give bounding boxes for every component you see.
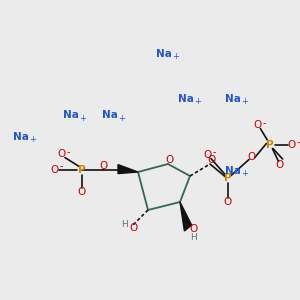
Text: O: O bbox=[276, 160, 284, 170]
Text: O: O bbox=[288, 140, 296, 150]
Text: H: H bbox=[190, 232, 197, 242]
Text: P: P bbox=[224, 173, 232, 183]
Text: Na: Na bbox=[13, 131, 29, 142]
Text: O: O bbox=[204, 150, 212, 160]
Text: O: O bbox=[224, 197, 232, 207]
Text: +: + bbox=[241, 169, 248, 178]
Text: O: O bbox=[189, 224, 197, 235]
Text: Na: Na bbox=[178, 94, 194, 104]
Text: +: + bbox=[172, 52, 179, 61]
Text: O: O bbox=[248, 152, 256, 161]
Text: Na: Na bbox=[102, 110, 117, 121]
Text: +: + bbox=[79, 114, 86, 123]
Text: -: - bbox=[263, 118, 266, 128]
Text: Na: Na bbox=[225, 94, 240, 104]
Text: O: O bbox=[99, 161, 107, 171]
Text: O: O bbox=[78, 187, 86, 197]
Text: Na: Na bbox=[225, 166, 240, 176]
Text: +: + bbox=[30, 135, 36, 144]
Text: Na: Na bbox=[156, 49, 171, 59]
Text: -: - bbox=[297, 137, 300, 147]
Text: +: + bbox=[195, 97, 201, 106]
Text: O: O bbox=[165, 155, 174, 165]
Text: O: O bbox=[207, 155, 216, 165]
Text: -: - bbox=[213, 147, 216, 157]
Text: -: - bbox=[59, 161, 63, 171]
Text: P: P bbox=[266, 140, 274, 150]
Text: -: - bbox=[67, 147, 70, 157]
Text: P: P bbox=[78, 165, 86, 175]
Text: O: O bbox=[58, 149, 66, 159]
Text: Na: Na bbox=[63, 110, 78, 121]
Text: O: O bbox=[130, 223, 138, 233]
Text: H: H bbox=[121, 220, 128, 229]
Polygon shape bbox=[180, 202, 192, 231]
Text: O: O bbox=[51, 165, 59, 175]
Text: O: O bbox=[254, 120, 262, 130]
Text: +: + bbox=[118, 114, 125, 123]
Text: +: + bbox=[241, 97, 248, 106]
Polygon shape bbox=[118, 165, 138, 174]
